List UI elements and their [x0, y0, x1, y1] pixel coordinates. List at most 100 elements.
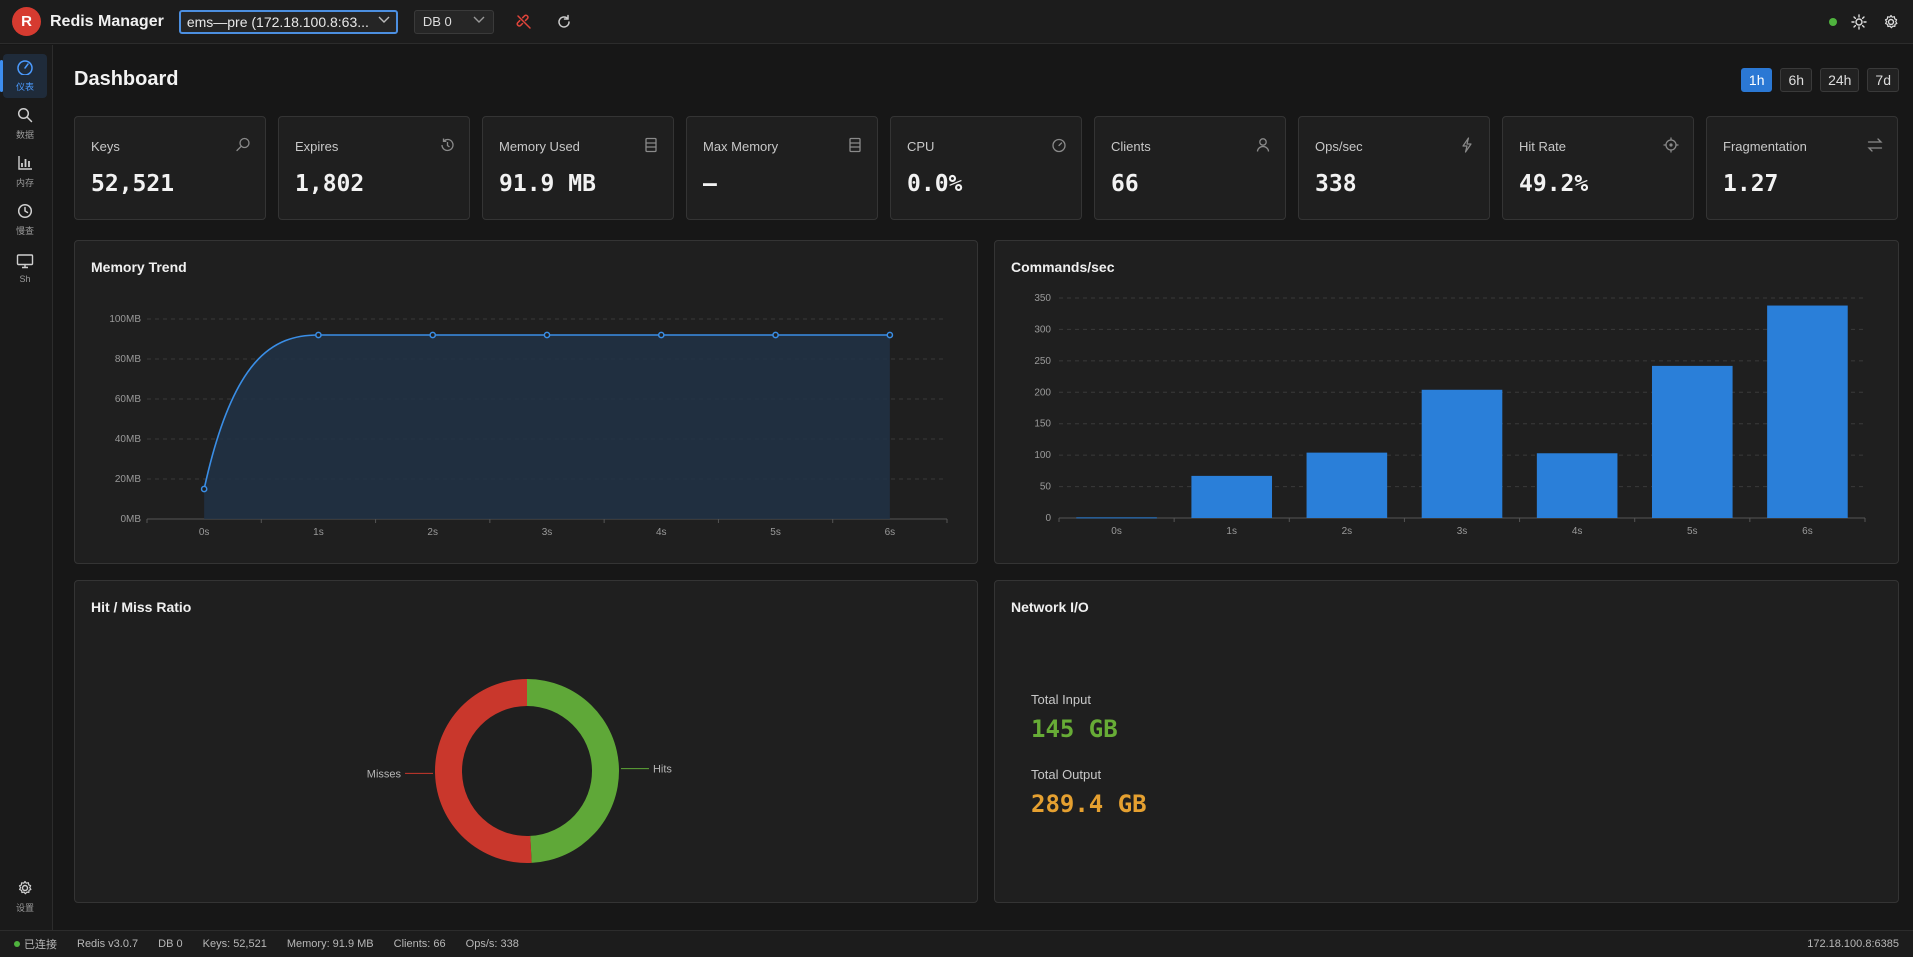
memory-point	[200, 485, 208, 493]
memory-point	[772, 331, 779, 339]
connection-select[interactable]: ems—pre (172.18.100.8:63...	[178, 9, 398, 34]
connection-select-value: ems—pre (172.18.100.8:63...	[186, 13, 369, 30]
hit-miss-chart: Hits Misses	[367, 679, 672, 863]
stat-value: 338	[1315, 171, 1357, 197]
sidebar-item-label: 内存	[15, 178, 34, 188]
sidebar-item-shell[interactable]: Sh	[3, 246, 47, 290]
stat-label: Expires	[295, 139, 339, 154]
commands-bar	[1076, 517, 1157, 519]
total-input-value: 145 GB	[1031, 715, 1118, 743]
y-tick-label: 50	[1040, 482, 1052, 493]
memory-point	[543, 331, 551, 339]
time-range-selector: 1h 6h 24h 7d	[1740, 68, 1899, 92]
range-button-24h[interactable]: 24h	[1820, 68, 1860, 92]
sidebar-item-slowlog[interactable]: 慢查	[3, 198, 47, 242]
x-tick-label: 6s	[885, 527, 896, 538]
y-tick-label: 60MB	[115, 394, 141, 405]
sidebar-item-settings[interactable]: 设置	[3, 875, 47, 919]
sidebar-item-data[interactable]: 数据	[3, 102, 47, 146]
sidebar-item-dashboard[interactable]: 仪表	[0, 54, 47, 98]
gauge-icon	[1051, 137, 1067, 156]
stat-label: Memory Used	[499, 139, 580, 154]
y-tick-label: 250	[1034, 356, 1051, 367]
memory-point	[429, 331, 437, 339]
sidebar-item-label: 数据	[15, 130, 34, 140]
y-tick-label: 100	[1034, 450, 1051, 461]
sidebar-item-label: 仪表	[15, 82, 34, 92]
slice-label: Misses	[367, 768, 402, 780]
commands-chart: 0 50 100 150 200 250 300 350 0s 1s 2s 3s 4s 5s 6s	[1034, 293, 1866, 537]
status-memory: Memory: 91.9 MB	[286, 938, 374, 950]
monitor-icon	[16, 253, 34, 272]
memory-line	[203, 334, 890, 490]
stat-value: 49.2%	[1519, 171, 1589, 197]
commands-bar	[1767, 305, 1848, 518]
stat-card-expires: Expires 1,802	[278, 116, 470, 220]
stat-card-keys: Keys 52,521	[74, 116, 266, 220]
x-tick-label: 3s	[1457, 526, 1468, 537]
sidebar-item-label: 设置	[15, 903, 34, 913]
stat-value: 1.27	[1723, 171, 1779, 197]
x-tick-label: 5s	[1687, 526, 1698, 537]
stat-card-max-memory: Max Memory —	[686, 116, 878, 220]
total-input-label: Total Input	[1031, 692, 1091, 707]
y-tick-label: 150	[1034, 419, 1051, 430]
memory-point	[886, 331, 894, 339]
stat-card-cpu: CPU 0.0%	[890, 116, 1082, 220]
range-button-7d[interactable]: 7d	[1867, 68, 1899, 92]
panel-title: Hit / Miss Ratio	[91, 599, 192, 615]
theme-sun-icon[interactable]	[1849, 12, 1869, 32]
memory-point	[657, 331, 665, 339]
sidebar-item-label: 慢查	[15, 226, 34, 236]
x-tick-label: 4s	[656, 527, 667, 538]
lightning-icon	[1459, 137, 1475, 156]
key-search-icon	[235, 137, 251, 156]
slice-label: Hits	[653, 764, 672, 776]
sidebar: 仪表 数据 内存 慢查 Sh 设置	[0, 45, 53, 930]
hit-miss-slice	[435, 679, 532, 863]
settings-icon[interactable]	[1881, 12, 1901, 32]
chevron-down-icon	[378, 16, 390, 27]
y-tick-label: 0	[1045, 513, 1051, 524]
total-output-value: 289.4 GB	[1031, 790, 1147, 818]
stat-label: Ops/sec	[1315, 139, 1363, 154]
disconnect-icon[interactable]	[514, 12, 534, 32]
refresh-icon[interactable]	[554, 12, 574, 32]
database-icon	[847, 137, 863, 156]
stat-value: 1,802	[295, 171, 365, 197]
status-connected: 已连接	[14, 936, 57, 952]
x-tick-label: 1s	[1226, 526, 1237, 537]
database-icon	[643, 137, 659, 156]
stat-label: Max Memory	[703, 139, 779, 154]
dashboard-gauge-icon	[16, 59, 34, 78]
x-tick-label: 0s	[1111, 526, 1122, 537]
stat-card-clients: Clients 66	[1094, 116, 1286, 220]
stat-card-hit-rate: Hit Rate 49.2%	[1502, 116, 1694, 220]
range-button-1h[interactable]: 1h	[1740, 68, 1773, 92]
stat-label: Clients	[1111, 139, 1151, 154]
stat-card-memory-used: Memory Used 91.9 MB	[482, 116, 674, 220]
y-tick-label: 80MB	[115, 354, 141, 365]
status-connected-label: 已连接	[24, 939, 57, 951]
app-title: Redis Manager	[50, 12, 164, 30]
db-select-value: DB 0	[422, 14, 452, 29]
status-version: Redis v3.0.7	[77, 938, 139, 950]
status-clients: Clients: 66	[393, 938, 446, 950]
range-button-6h[interactable]: 6h	[1780, 68, 1813, 92]
status-host: 172.18.100.8:6385	[1807, 938, 1899, 950]
top-bar: R Redis Manager ems—pre (172.18.100.8:63…	[0, 0, 1913, 44]
sidebar-item-memory[interactable]: 内存	[3, 150, 47, 194]
y-tick-label: 200	[1034, 387, 1051, 398]
page-title: Dashboard	[74, 68, 179, 90]
status-db: DB 0	[158, 938, 183, 950]
x-tick-label: 1s	[313, 527, 324, 538]
stat-value: 91.9 MB	[499, 171, 596, 197]
y-tick-label: 100MB	[109, 314, 141, 325]
x-tick-label: 5s	[770, 527, 781, 538]
db-select[interactable]: DB 0	[413, 9, 494, 34]
commands-panel: 0 50 100 150 200 250 300 350 0s 1s 2s 3s 4s 5s 6s Comm…	[994, 240, 1899, 564]
y-tick-label: 0MB	[120, 514, 141, 525]
stat-label: CPU	[907, 139, 935, 154]
stat-card-ops: Ops/sec 338	[1298, 116, 1490, 220]
commands-bar	[1651, 365, 1733, 518]
